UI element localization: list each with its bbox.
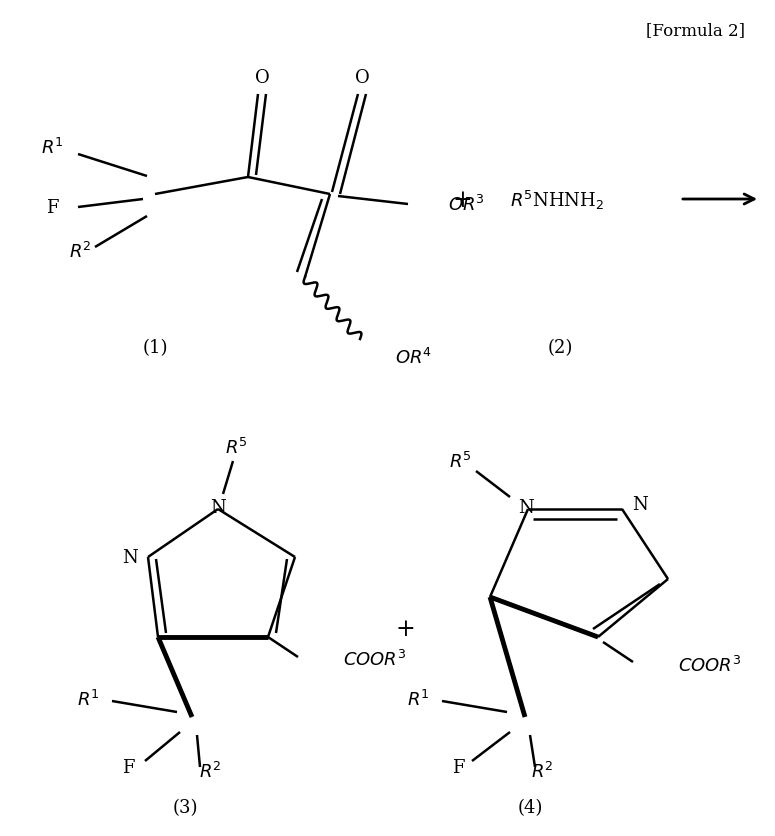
Text: F: F [122,758,134,776]
Text: O: O [255,69,270,87]
Text: N: N [122,548,138,566]
Text: $R^2$: $R^2$ [198,761,221,781]
Text: F: F [452,758,464,776]
Text: $R^5$NHNH$_2$: $R^5$NHNH$_2$ [510,188,604,212]
Text: [Formula 2]: [Formula 2] [646,22,745,39]
Text: F: F [46,199,58,217]
Text: $OR^4$: $OR^4$ [395,348,432,368]
Text: $R^1$: $R^1$ [407,689,429,709]
Text: $R^1$: $R^1$ [77,689,99,709]
Text: +: + [452,188,472,212]
Text: N: N [632,496,648,513]
Text: $R^5$: $R^5$ [225,437,247,457]
Text: $OR^3$: $OR^3$ [448,195,485,215]
Text: $R^2$: $R^2$ [69,242,91,262]
Text: N: N [210,498,226,517]
Text: (2): (2) [547,339,573,357]
Text: $R^5$: $R^5$ [449,451,471,472]
Text: O: O [355,69,370,87]
Text: +: + [395,618,415,640]
Text: $COOR^3$: $COOR^3$ [343,650,407,670]
Text: (4): (4) [517,798,542,816]
Text: (3): (3) [172,798,198,816]
Text: N: N [518,498,534,517]
Text: $R^2$: $R^2$ [531,761,553,781]
Text: (1): (1) [143,339,167,357]
Text: $R^1$: $R^1$ [41,138,64,158]
Text: $COOR^3$: $COOR^3$ [678,655,742,675]
